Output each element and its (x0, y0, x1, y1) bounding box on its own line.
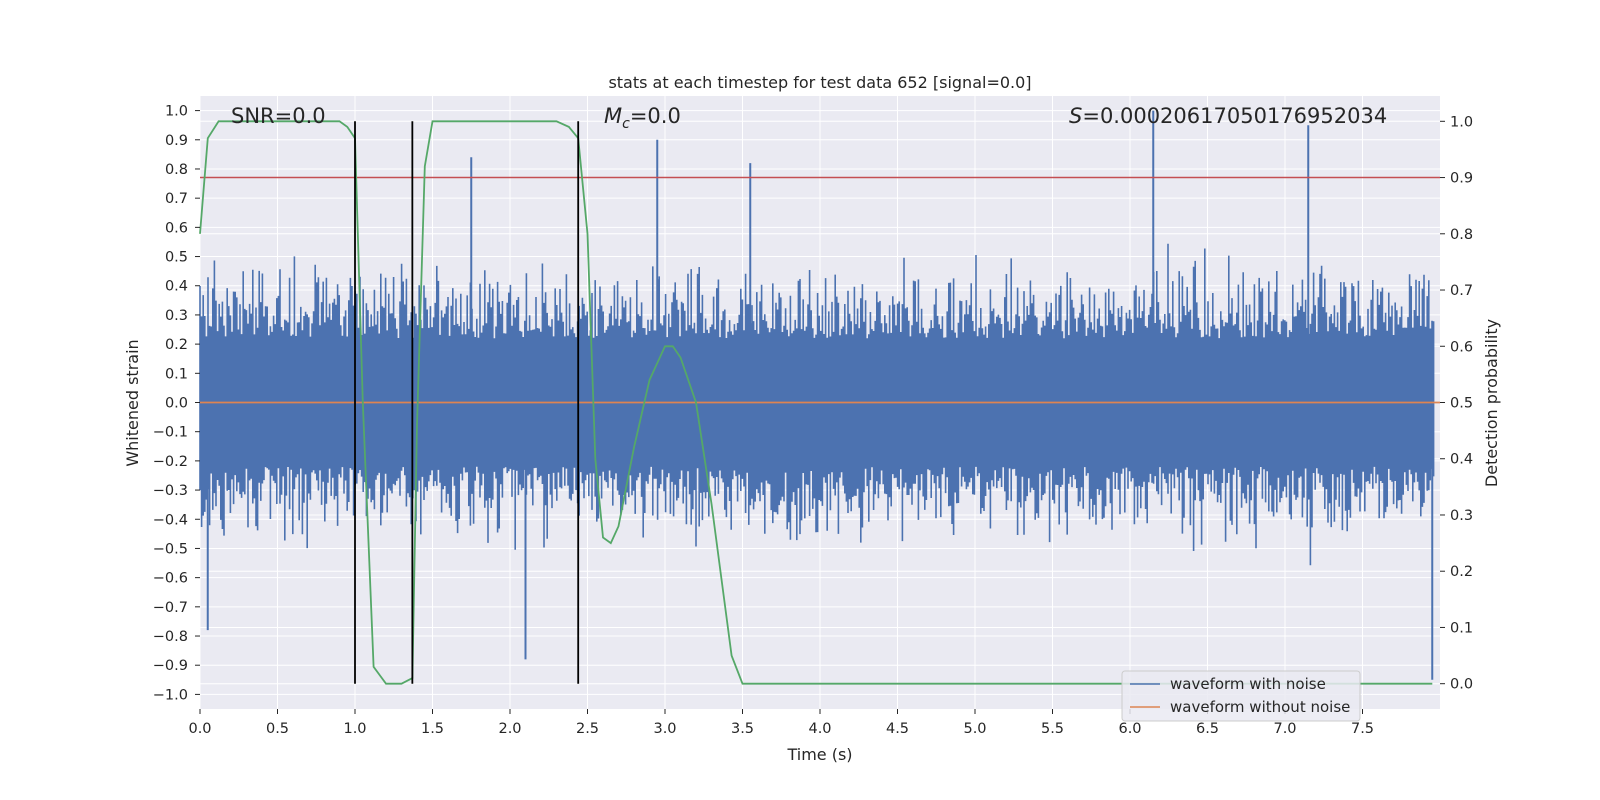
y2-tick-label: 0.3 (1450, 508, 1473, 524)
x-tick-label: 0.0 (188, 721, 211, 737)
x-axis-label: Time (s) (786, 745, 852, 764)
y-tick-label: −0.7 (153, 600, 188, 616)
x-tick-label: 5.5 (1041, 721, 1064, 737)
y2-tick-label: 0.0 (1450, 677, 1473, 693)
x-tick-label: 0.5 (266, 721, 289, 737)
mc-subscript: c (622, 116, 630, 132)
y-tick-label: −0.2 (153, 454, 188, 470)
x-tick-label: 6.5 (1196, 721, 1219, 737)
y-tick-label: −0.5 (153, 541, 188, 557)
y-tick-label: 0.1 (165, 366, 188, 382)
y2-tick-label: 0.9 (1450, 171, 1473, 187)
y2-tick-label: 0.4 (1450, 452, 1473, 468)
chart-title: stats at each timestep for test data 652… (608, 73, 1031, 92)
line-series (199, 120, 1440, 685)
y-tick-label: −0.1 (153, 425, 188, 441)
s-annotation: S=0.00020617050176952034 (1069, 104, 1387, 128)
x-tick-label: 1.5 (421, 721, 444, 737)
legend: waveform with noise waveform without noi… (1121, 670, 1361, 722)
y-tick-label: −0.8 (153, 629, 188, 645)
y-tick-label: 0.5 (165, 250, 188, 266)
y2-axis-label: Detection probability (1482, 319, 1501, 487)
x-tick-label: 4.5 (886, 721, 909, 737)
x-tick-label: 5.0 (963, 721, 986, 737)
chirp-mass-annotation: Mc=0.0 (604, 104, 681, 132)
x-tick-label: 2.5 (576, 721, 599, 737)
y2-tick-label: 0.5 (1450, 396, 1473, 412)
y-tick-label: −0.3 (153, 483, 188, 499)
x-tick-label: 1.0 (343, 721, 366, 737)
y-tick-label: 0.9 (165, 133, 188, 149)
y-tick-label: 0.7 (165, 191, 188, 207)
y-tick-label: 0.2 (165, 337, 188, 353)
y2-tick-label: 1.0 (1450, 114, 1473, 130)
y-tick-label: −0.6 (153, 571, 188, 587)
y2-tick-label: 0.1 (1450, 620, 1473, 636)
x-tick-label: 7.5 (1351, 721, 1374, 737)
y-tick-label: −1.0 (153, 687, 188, 703)
x-tick-label: 4.0 (808, 721, 831, 737)
s-symbol: S (1069, 104, 1082, 128)
x-tick-label: 3.5 (731, 721, 754, 737)
noise-series (199, 110, 1435, 680)
mc-value: =0.0 (630, 104, 681, 128)
x-tick-label: 6.0 (1118, 721, 1141, 737)
y-tick-label: 0.8 (165, 162, 188, 178)
legend-label-clean: waveform without noise (1170, 698, 1350, 716)
mc-symbol: M (604, 104, 622, 128)
y-tick-label: 1.0 (165, 104, 188, 120)
legend-box (1121, 670, 1361, 722)
y2-tick-label: 0.8 (1450, 227, 1473, 243)
y-tick-label: 0.6 (165, 220, 188, 236)
y-tick-label: −0.9 (153, 658, 188, 674)
x-tick-label: 2.0 (498, 721, 521, 737)
legend-label-noise: waveform with noise (1170, 675, 1326, 693)
x-tick-label: 7.0 (1273, 721, 1296, 737)
snr-annotation: SNR=0.0 (231, 104, 326, 128)
x-tick-label: 3.0 (653, 721, 676, 737)
s-value: =0.00020617050176952034 (1082, 104, 1387, 128)
y-tick-label: 0.4 (165, 279, 188, 295)
y-tick-label: 0.0 (165, 396, 188, 412)
y-tick-label: −0.4 (153, 512, 188, 528)
y2-tick-label: 0.7 (1450, 283, 1473, 299)
y-tick-label: 0.3 (165, 308, 188, 324)
y-axis-label: Whitened strain (123, 339, 142, 466)
y2-tick-label: 0.2 (1450, 564, 1473, 580)
axes: 0.0 0.5 1.0 1.5 2.0 2.5 3.0 3.5 4.0 4.5 5.0 5.5 6.0 6… (153, 104, 1473, 737)
noise-waveform-core (200, 341, 1434, 453)
y2-tick-label: 0.6 (1450, 339, 1473, 355)
